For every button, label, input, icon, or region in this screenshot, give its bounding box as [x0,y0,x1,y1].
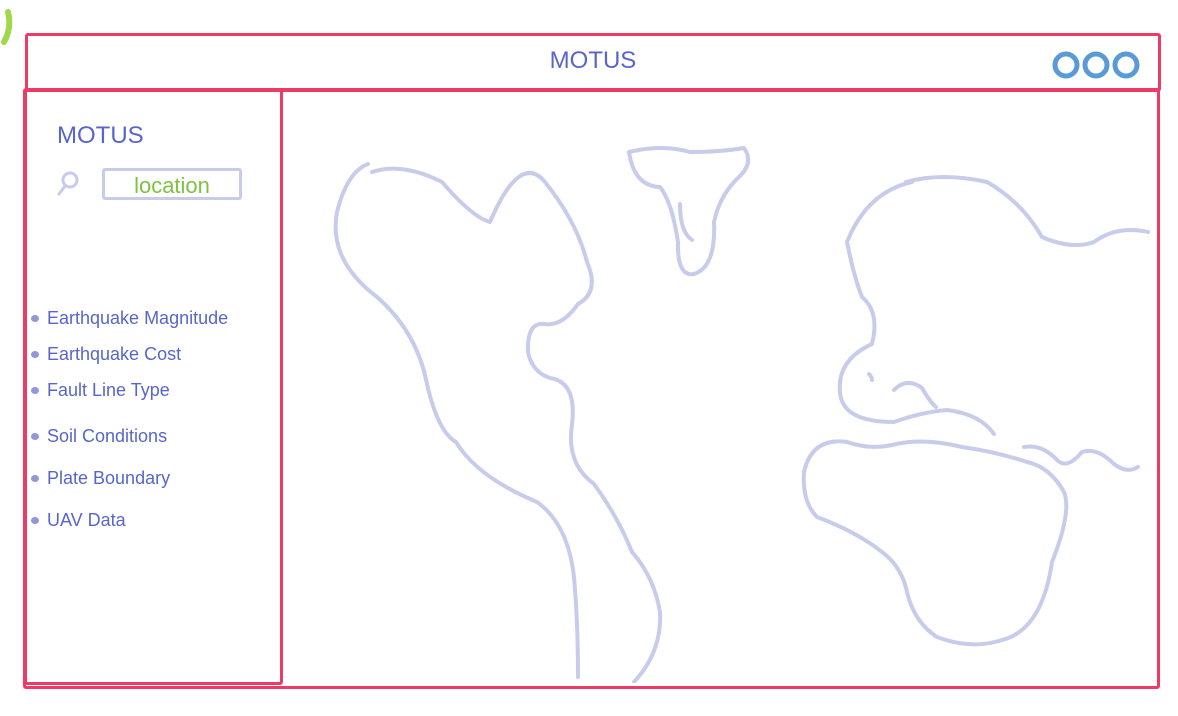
bullet-icon [31,350,39,358]
sidebar-title: MOTUS [57,122,144,149]
layer-label: Plate Boundary [47,467,171,488]
layer-label: Earthquake Cost [47,343,182,364]
bullet-icon [31,516,39,524]
corner-mark-icon [1,9,13,45]
layer-label: Earthquake Magnitude [47,307,229,328]
layer-label: Fault Line Type [47,379,170,400]
bullet-icon [31,474,39,482]
bullet-icon [31,432,39,440]
bullet-icon [31,386,39,394]
layer-item-soil-conditions[interactable]: Soil Conditions [31,424,167,448]
layer-item-fault-line-type[interactable]: Fault Line Type [31,378,170,402]
world-map[interactable] [282,92,1154,684]
layer-item-earthquake-cost[interactable]: Earthquake Cost [31,342,181,366]
sidebar: MOTUS location Earthquake Magnitude Eart… [24,89,283,685]
search-input[interactable]: location [102,168,242,200]
more-options-icon[interactable] [1052,48,1140,82]
app-title: MOTUS [549,47,637,74]
world-map-icon [333,146,1150,684]
layer-item-earthquake-magnitude[interactable]: Earthquake Magnitude [31,306,228,330]
layer-label: Soil Conditions [47,425,168,446]
layer-item-uav-data[interactable]: UAV Data [31,508,126,532]
header-bar: MOTUS [25,33,1161,92]
search-placeholder: location [134,173,210,198]
layer-label: UAV Data [47,509,126,530]
layer-item-plate-boundary[interactable]: Plate Boundary [31,466,170,490]
bullet-icon [31,314,39,322]
search-icon[interactable] [55,168,81,198]
